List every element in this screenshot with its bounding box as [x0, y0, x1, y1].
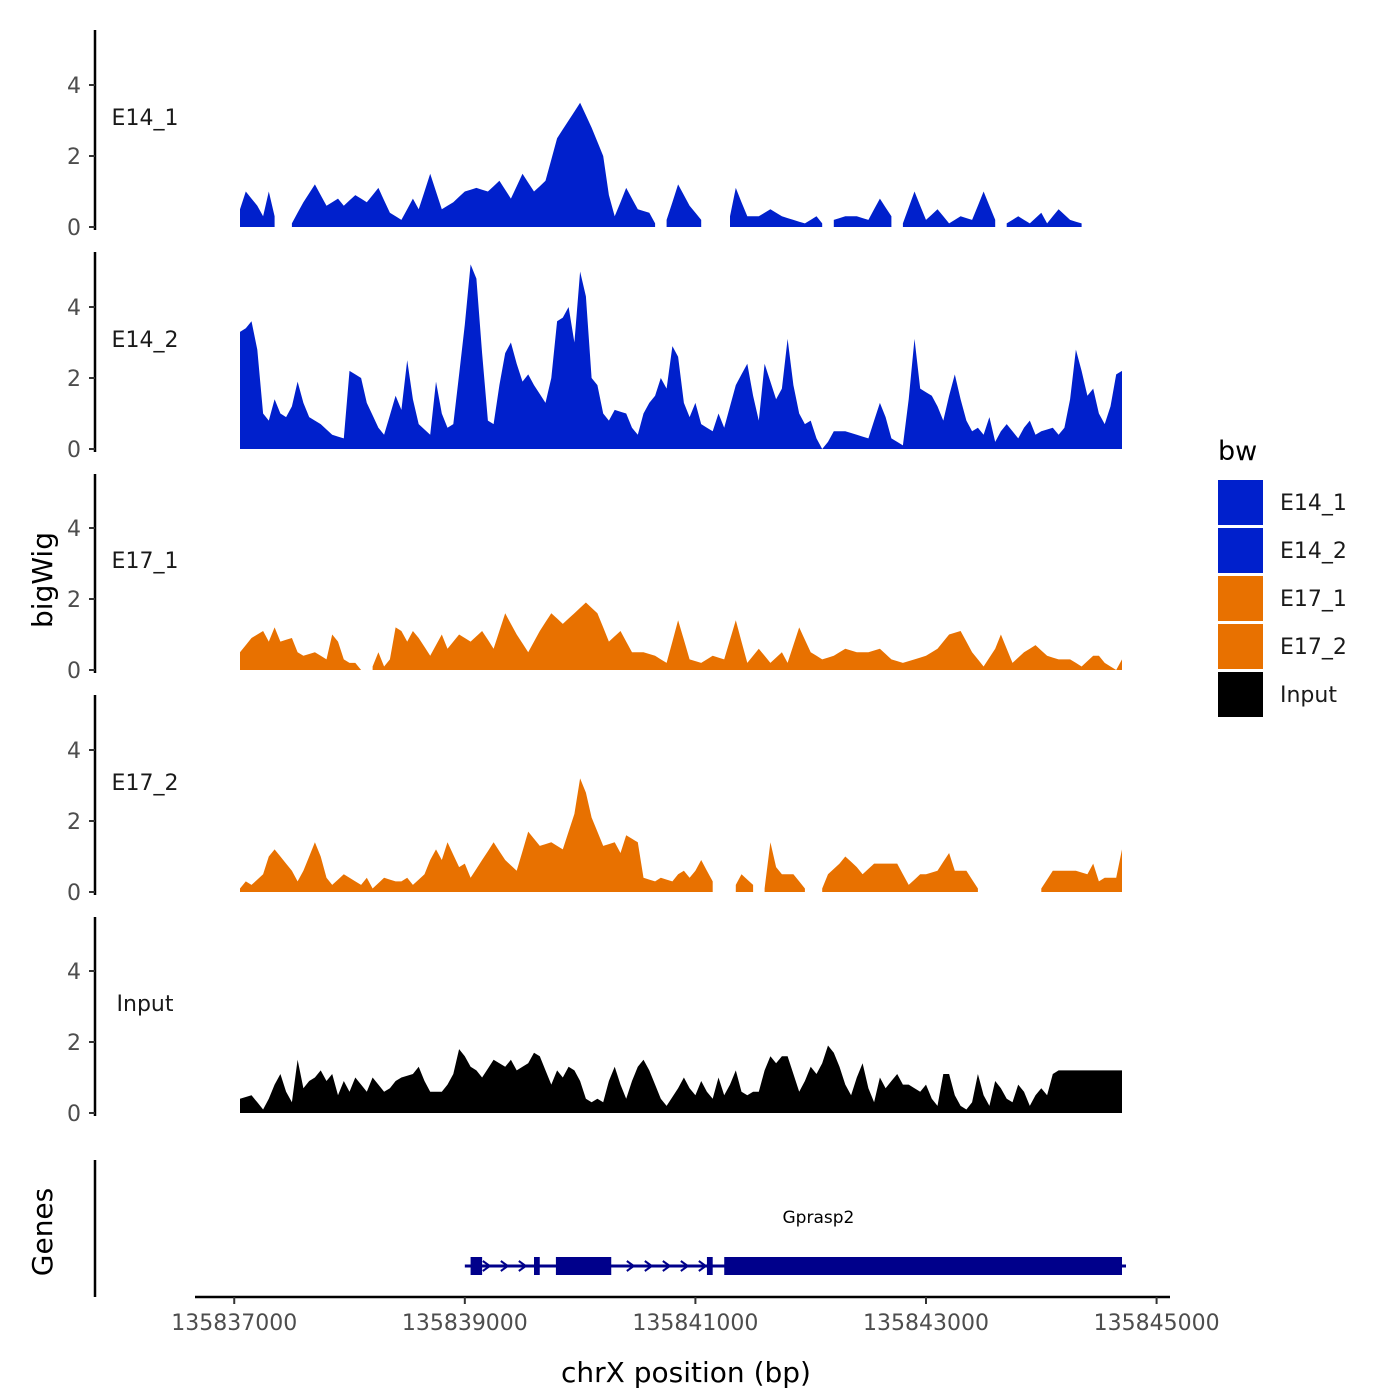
gene-exon: [706, 1257, 713, 1275]
gene-exon: [555, 1257, 612, 1275]
strand-arrow-icon: [698, 1260, 708, 1272]
legend-swatch-E17_2: [1218, 624, 1263, 669]
y-tick-label: 0: [67, 1102, 81, 1127]
y-tick-label: 0: [67, 216, 81, 241]
legend-swatch-E14_2: [1218, 528, 1263, 573]
y-tick-label: 0: [67, 438, 81, 463]
y-axis-title: bigWig: [26, 532, 59, 628]
track-E14_2: 0 2 4 E14_2: [67, 252, 1122, 463]
y-tick-label: 2: [67, 367, 81, 392]
signal-area-E17_2: [735, 874, 754, 892]
signal-area-E14_2: [240, 264, 1122, 449]
signal-area-E17_2: [822, 853, 978, 892]
signal-area-E17_2: [764, 842, 805, 892]
x-tick-label: 135843000: [863, 1311, 989, 1336]
y-tick-label: 2: [67, 588, 81, 613]
x-tick-label: 135845000: [1094, 1311, 1220, 1336]
y-tick-label: 4: [67, 960, 81, 985]
legend-swatch-E14_1: [1218, 480, 1263, 525]
y-tick-label: 4: [67, 296, 81, 321]
y-tick-label: 2: [67, 1031, 81, 1056]
y-tick-label: 0: [67, 659, 81, 684]
legend-swatch-E17_1: [1218, 576, 1263, 621]
y-tick-label: 2: [67, 810, 81, 835]
legend: bw E14_1 E14_2 E17_1 E17_2 Input: [1218, 436, 1347, 717]
genes-axis-title: Genes: [26, 1188, 59, 1276]
y-tick-label: 2: [67, 145, 81, 170]
y-tick-label: 0: [67, 881, 81, 906]
strand-arrow-icon: [626, 1260, 636, 1272]
signal-area-E14_1: [666, 184, 702, 227]
signal-area-E14_1: [240, 191, 275, 227]
signal-area-E17_1: [240, 627, 362, 670]
track-Input: 0 2 4 Input: [67, 917, 1122, 1127]
y-tick-label: 4: [67, 74, 81, 99]
x-tick-label: 135837000: [171, 1311, 297, 1336]
strand-arrow-icon: [644, 1260, 654, 1272]
strand-arrow-icon: [518, 1260, 528, 1272]
strand-arrow-icon: [482, 1260, 492, 1272]
gene-Gprasp2: Gprasp2: [464, 1208, 1126, 1275]
signal-area-E17_2: [240, 778, 713, 892]
track-label-E14_2: E14_2: [112, 328, 179, 353]
gene-exon: [534, 1257, 540, 1275]
y-tick-label: 4: [67, 517, 81, 542]
legend-title: bw: [1218, 436, 1257, 467]
signal-area-E14_1: [833, 198, 892, 227]
x-axis-title: chrX position (bp): [561, 1356, 811, 1389]
legend-label-E14_1: E14_1: [1280, 491, 1347, 516]
signal-area-E14_1: [902, 191, 996, 227]
track-label-E14_1: E14_1: [112, 106, 179, 131]
signal-area-E17_2: [1041, 849, 1122, 892]
track-label-E17_1: E17_1: [112, 549, 179, 574]
legend-label-E17_1: E17_1: [1280, 587, 1347, 612]
strand-arrow-icon: [500, 1260, 510, 1272]
signal-area-E14_1: [1006, 209, 1082, 227]
signal-area-Input: [240, 1045, 1122, 1113]
legend-label-E17_2: E17_2: [1280, 635, 1347, 660]
strand-arrow-icon: [680, 1260, 690, 1272]
signal-area-E14_1: [291, 102, 656, 227]
track-E14_1: 0 2 4 E14_1: [67, 30, 1082, 241]
gene-exon: [470, 1257, 483, 1275]
gene-label: Gprasp2: [782, 1208, 854, 1228]
signal-area-E17_1: [372, 602, 1123, 670]
x-tick-label: 135839000: [402, 1311, 528, 1336]
strand-arrow-icon: [662, 1260, 672, 1272]
track-label-Input: Input: [117, 992, 174, 1017]
legend-swatch-Input: [1218, 672, 1263, 717]
tracks-area: 0 2 4 E14_1 0 2 4 E14_2 0 2 4 E17_1 0 2 4 E17_2 0 2 4 Input: [67, 30, 1123, 1127]
y-tick-label: 4: [67, 739, 81, 764]
signal-area-E14_1: [730, 187, 823, 227]
legend-label-E14_2: E14_2: [1280, 539, 1347, 564]
x-axis: 135837000 135839000 135841000 135843000 1358…: [171, 1295, 1220, 1336]
track-label-E17_2: E17_2: [112, 771, 179, 796]
track-E17_2: 0 2 4 E17_2: [67, 695, 1122, 906]
gene-exon: [724, 1257, 1122, 1275]
genes-track: Gprasp2: [93, 1160, 1126, 1297]
x-tick-label: 135841000: [632, 1311, 758, 1336]
legend-label-Input: Input: [1280, 683, 1337, 708]
track-E17_1: 0 2 4 E17_1: [67, 474, 1123, 684]
